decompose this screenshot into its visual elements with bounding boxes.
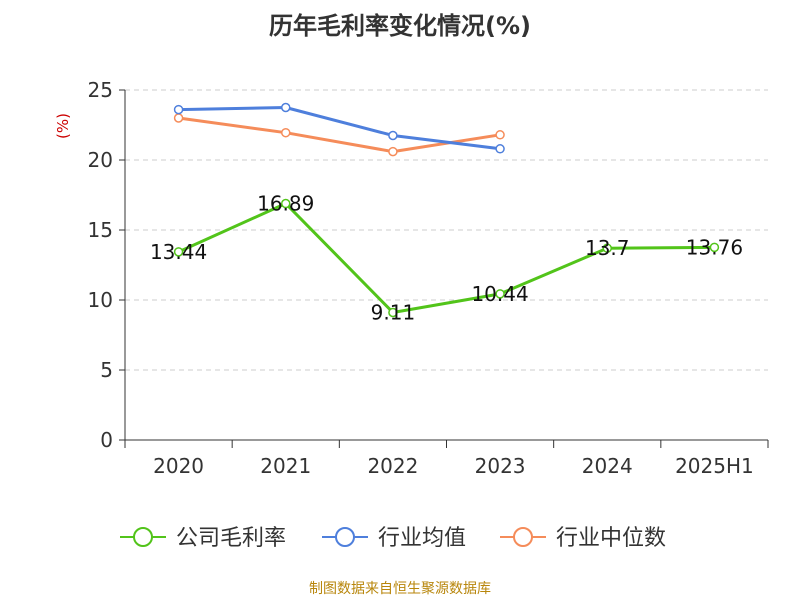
data-point bbox=[388, 146, 398, 157]
y-tick-label: 25 bbox=[88, 78, 113, 102]
legend-label: 行业均值 bbox=[378, 526, 466, 551]
data-label: 10.44 bbox=[471, 282, 528, 306]
series-line bbox=[178, 106, 501, 151]
y-axis-label: (%) bbox=[54, 113, 72, 139]
data-point bbox=[495, 144, 505, 154]
data-label: 16.89 bbox=[257, 192, 314, 216]
data-point bbox=[388, 130, 398, 141]
y-tick-label: 5 bbox=[100, 358, 113, 382]
series-line bbox=[177, 202, 715, 314]
data-point bbox=[173, 247, 184, 257]
data-point bbox=[495, 289, 505, 299]
legend-marker bbox=[513, 527, 533, 547]
legend-label: 行业中位数 bbox=[556, 526, 666, 551]
x-tick-label: 2025H1 bbox=[675, 454, 754, 478]
legend-marker bbox=[335, 527, 355, 547]
data-label: 13.44 bbox=[150, 240, 207, 264]
x-tick-label: 2023 bbox=[475, 454, 526, 478]
data-point bbox=[602, 243, 612, 253]
y-tick-label: 0 bbox=[100, 428, 113, 452]
legend-marker bbox=[133, 527, 153, 547]
x-tick-label: 2024 bbox=[582, 454, 633, 478]
x-tick-label: 2022 bbox=[367, 454, 418, 478]
data-point bbox=[495, 130, 505, 140]
data-point bbox=[281, 102, 291, 113]
legend-label: 公司毛利率 bbox=[176, 526, 286, 551]
y-tick-label: 10 bbox=[88, 288, 113, 312]
data-label: 13.76 bbox=[686, 235, 743, 259]
data-point bbox=[173, 104, 184, 115]
data-point bbox=[709, 242, 720, 253]
x-tick-label: 2020 bbox=[153, 454, 204, 478]
data-point bbox=[281, 198, 291, 209]
y-tick-label: 20 bbox=[88, 148, 113, 172]
x-tick-label: 2021 bbox=[260, 454, 311, 478]
data-label: 9.11 bbox=[371, 300, 416, 324]
data-point bbox=[173, 113, 184, 123]
chart-title: 历年毛利率变化情况(%) bbox=[269, 12, 531, 40]
data-point bbox=[281, 127, 291, 138]
data-point bbox=[388, 307, 398, 318]
data-label: 13.7 bbox=[585, 236, 630, 260]
source-note: 制图数据来自恒生聚源数据库 bbox=[309, 581, 491, 597]
y-tick-label: 15 bbox=[88, 218, 113, 242]
